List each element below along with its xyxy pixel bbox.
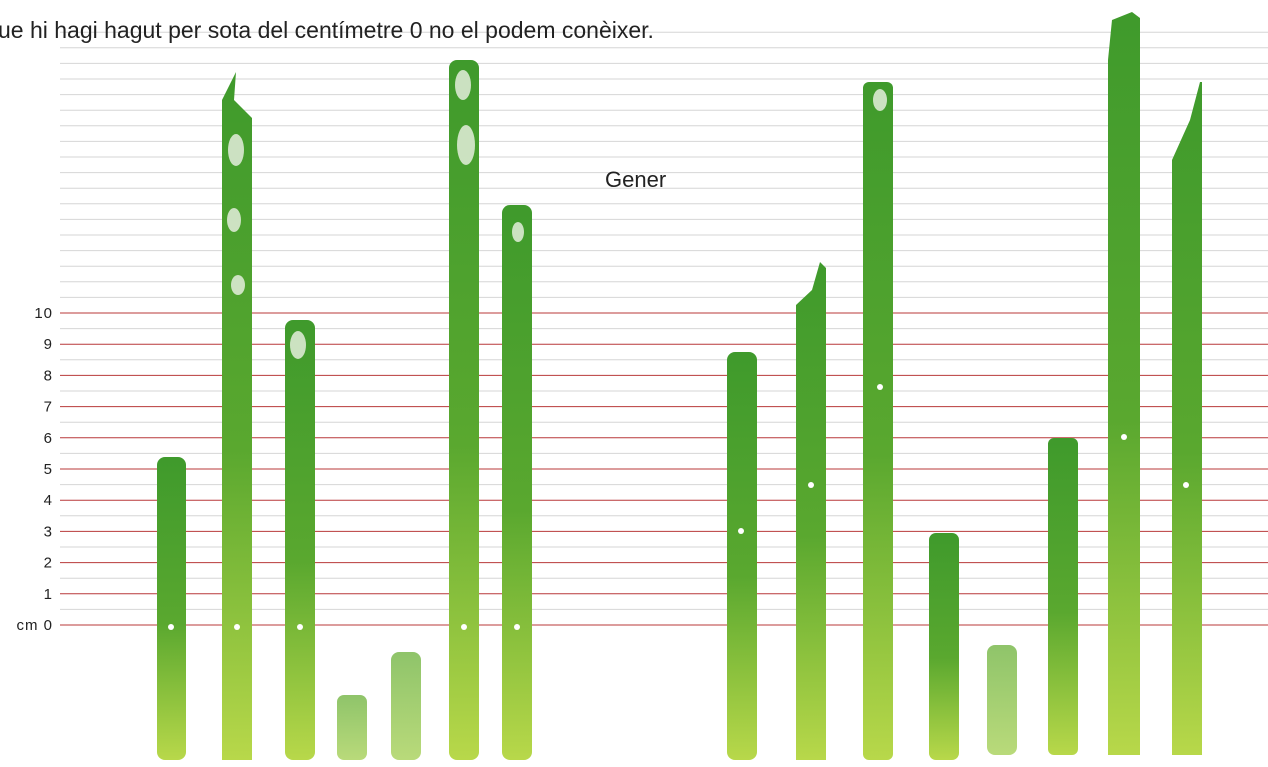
stick xyxy=(222,72,252,760)
stick xyxy=(863,82,893,760)
stick xyxy=(987,645,1017,755)
holes xyxy=(168,384,1189,630)
stick xyxy=(285,320,315,760)
scale-label: 6 xyxy=(44,430,53,447)
scale-label: 1 xyxy=(44,586,53,603)
stick xyxy=(727,352,757,760)
scale-label: 7 xyxy=(44,399,53,416)
stick xyxy=(157,457,186,760)
scale-label: 4 xyxy=(44,492,53,509)
stick xyxy=(1048,438,1078,755)
scale-label: 3 xyxy=(44,523,53,540)
stick xyxy=(502,205,532,760)
scale-label: 8 xyxy=(44,367,53,384)
stick xyxy=(449,60,479,760)
caption: ue hi hagi hagut per sota del centímetre… xyxy=(0,17,654,43)
scale-label: 5 xyxy=(44,461,53,478)
sticks xyxy=(157,12,1202,760)
stick xyxy=(337,695,367,760)
stick xyxy=(1108,12,1140,755)
stick xyxy=(796,262,826,760)
stick xyxy=(929,533,959,760)
month-title: Gener xyxy=(605,167,666,192)
scale-label: 2 xyxy=(44,555,53,572)
stick xyxy=(391,652,421,760)
scale-label: 9 xyxy=(44,336,53,353)
scale-label: 10 xyxy=(34,305,53,322)
scale-label: cm 0 xyxy=(16,617,53,634)
stick xyxy=(1172,82,1202,755)
ruler-lines xyxy=(60,31,1268,626)
mold-spots xyxy=(227,70,887,359)
